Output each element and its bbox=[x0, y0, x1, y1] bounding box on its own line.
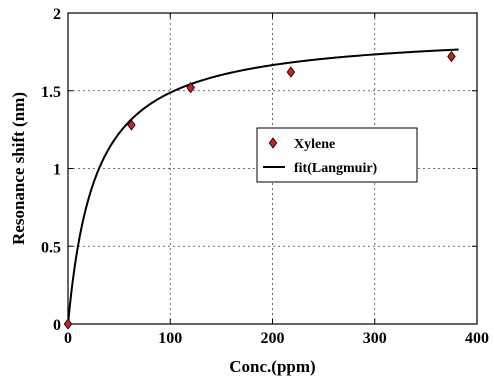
legend: Xylene fit(Langmuir) bbox=[256, 127, 418, 183]
x-axis-label: Conc.(ppm) bbox=[229, 357, 315, 376]
x-tick-label: 100 bbox=[158, 330, 182, 347]
data-point bbox=[447, 50, 456, 63]
data-point bbox=[127, 119, 136, 131]
y-tick-labels: 0 0.5 1 1.5 2 bbox=[41, 6, 61, 334]
legend-label-xylene: Xylene bbox=[294, 137, 335, 152]
legend-label-fit: fit(Langmuir) bbox=[294, 161, 378, 176]
x-tick-label: 300 bbox=[363, 330, 387, 347]
y-axis-label: Resonance shift (nm) bbox=[9, 92, 28, 245]
legend-marker-xylene bbox=[268, 137, 278, 149]
data-point bbox=[186, 81, 195, 94]
x-tick-labels: 0 100 200 300 400 bbox=[64, 330, 489, 347]
x-tick-label: 0 bbox=[64, 330, 72, 347]
y-tick-label: 0 bbox=[53, 317, 61, 334]
x-tick-label: 200 bbox=[261, 330, 285, 347]
data-points bbox=[63, 50, 456, 330]
y-tick-label: 1.5 bbox=[41, 84, 61, 101]
y-tick-label: 2 bbox=[53, 6, 61, 23]
data-point bbox=[286, 66, 296, 78]
x-tick-label: 400 bbox=[465, 330, 489, 347]
data-point bbox=[63, 318, 73, 330]
y-tick-label: 1 bbox=[53, 162, 61, 179]
y-tick-label: 0.5 bbox=[41, 239, 61, 256]
fit-line bbox=[67, 48, 459, 325]
legend-box bbox=[256, 127, 418, 183]
